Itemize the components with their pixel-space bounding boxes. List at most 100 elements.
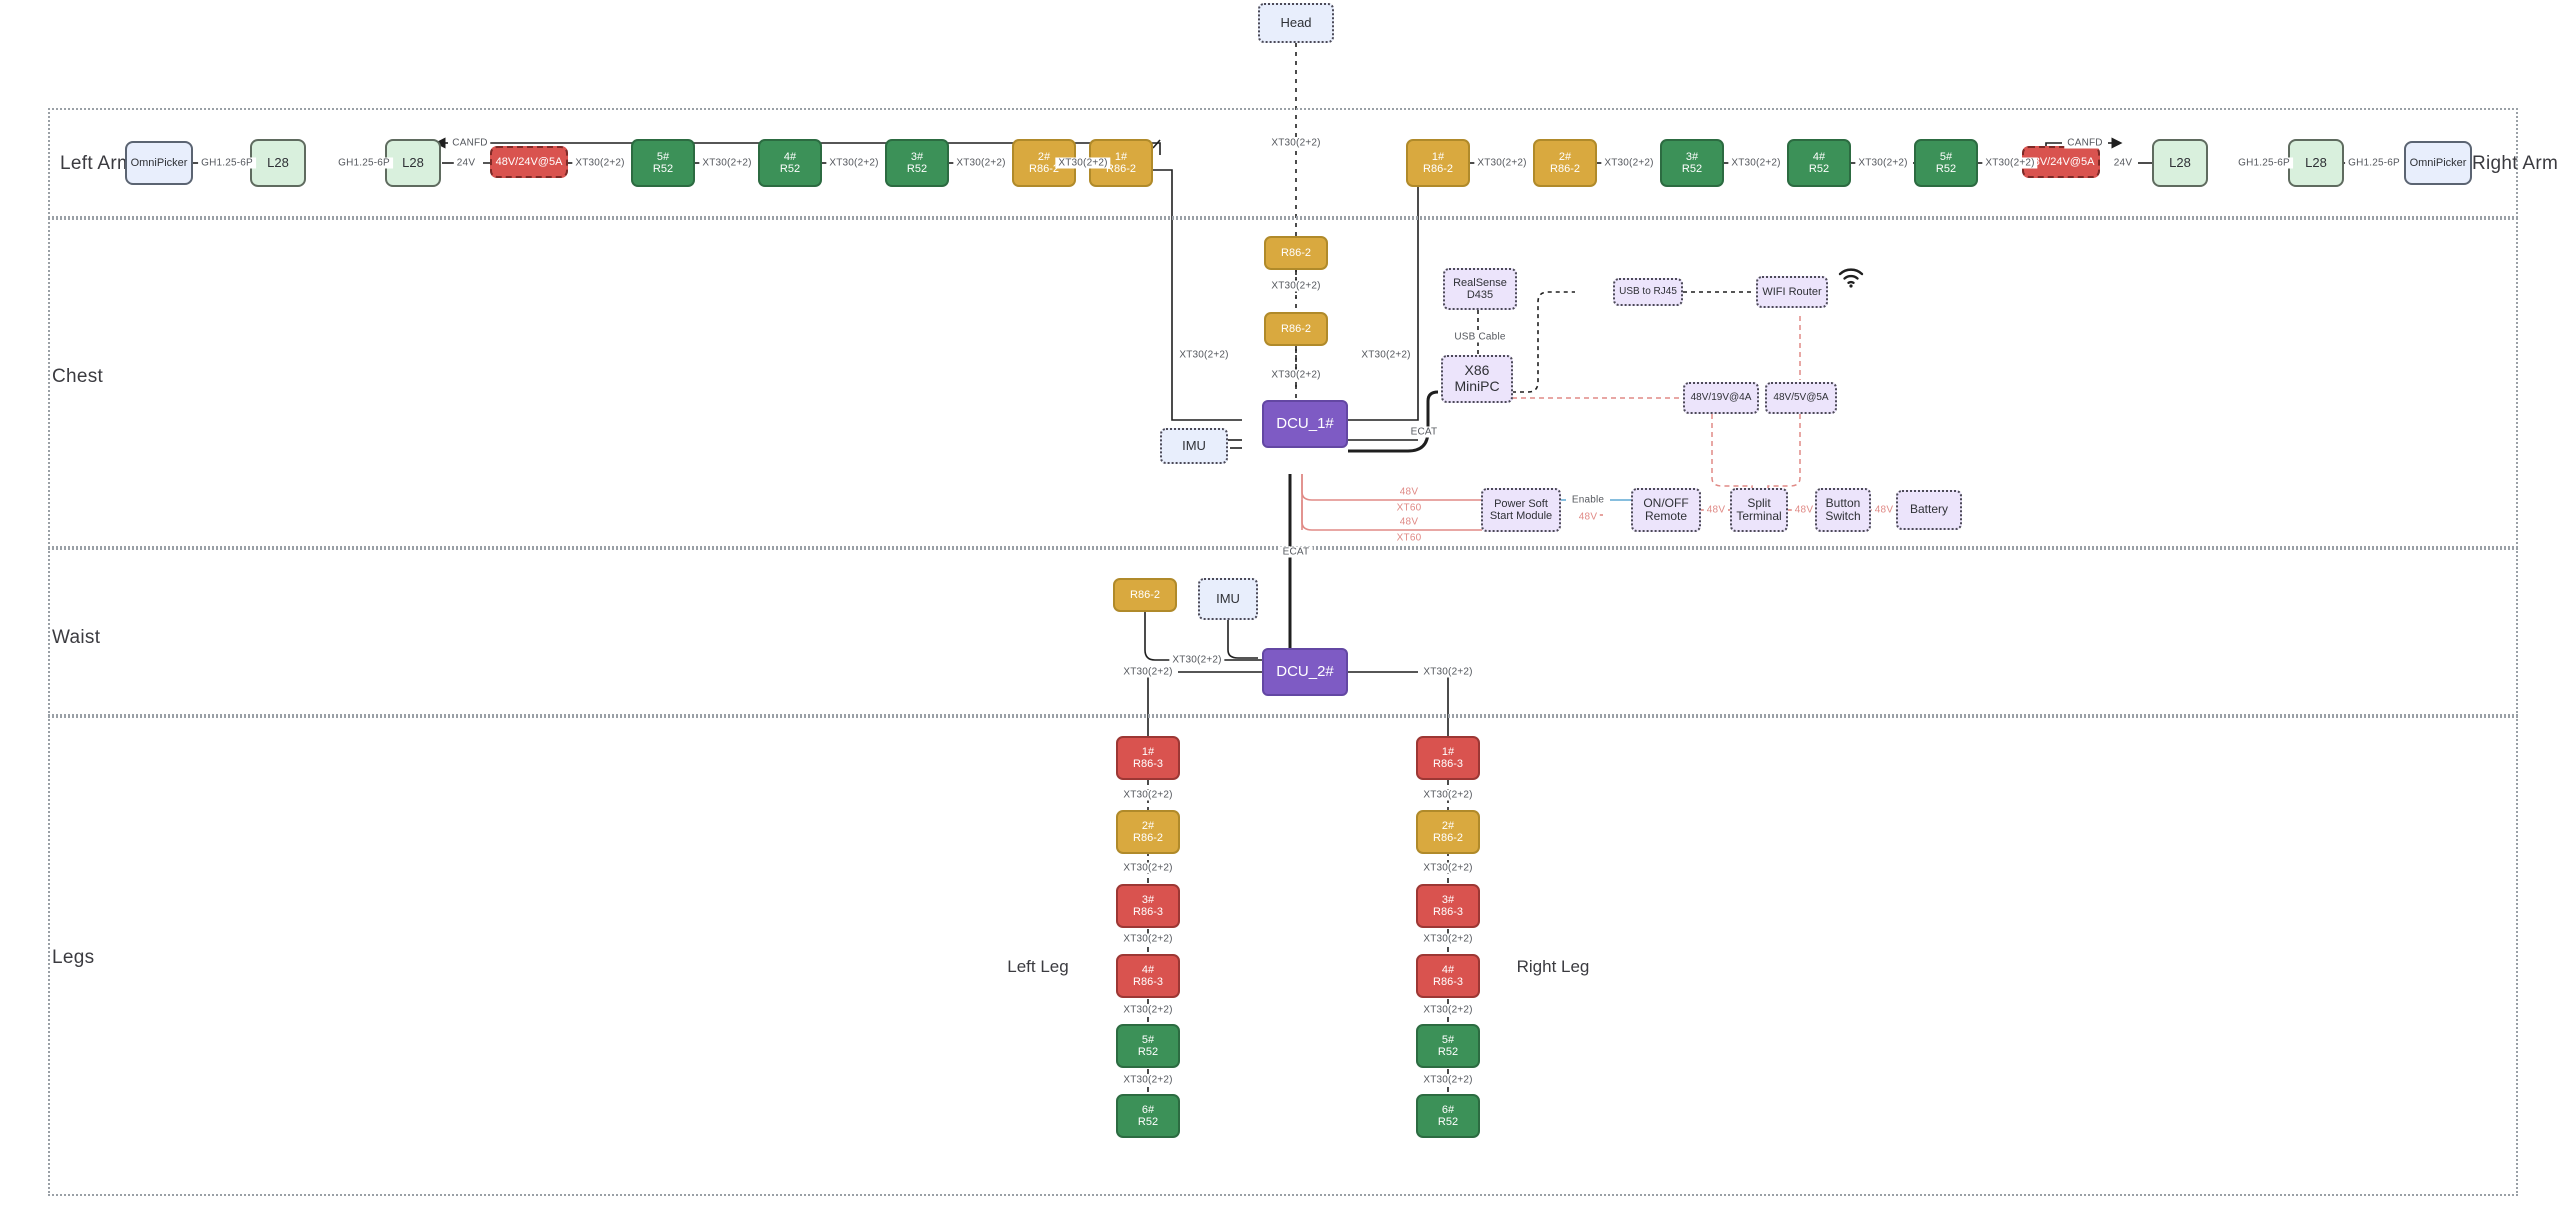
wirelabel-rail-top-connector: XT60 xyxy=(1393,502,1425,514)
wirelabel-ra-3: XT30(2+2) xyxy=(1728,157,1784,169)
node-waist-r86[interactable]: R86-2 xyxy=(1113,578,1177,612)
section-arms xyxy=(48,108,2518,218)
node-left-arm-j4[interactable]: 4# R52 xyxy=(758,139,822,187)
node-label-bottom: R52 xyxy=(779,163,801,175)
wirelabel-rail-top-voltage: 48V xyxy=(1396,486,1422,498)
node-label-bottom: MiniPC xyxy=(1454,378,1500,394)
node-psu-5v[interactable]: 48V/5V@5A xyxy=(1765,382,1837,414)
node-right-arm-j3[interactable]: 3# R52 xyxy=(1660,139,1724,187)
node-left-arm-j3[interactable]: 3# R52 xyxy=(885,139,949,187)
wirelabel-48v-c: 48V xyxy=(1871,504,1897,516)
wirelabel-rail-bot-voltage: 48V xyxy=(1396,516,1422,528)
node-label-bottom: D435 xyxy=(1466,289,1494,301)
node-right-arm-omnipicker[interactable]: OmniPicker xyxy=(2404,141,2472,185)
wirelabel-ll-2: XT30(2+2) xyxy=(1120,862,1176,874)
node-label-top: 1# xyxy=(1431,150,1445,163)
wirelabel-enable: Enable xyxy=(1568,494,1608,506)
node-psu-19v[interactable]: 48V/19V@4A xyxy=(1683,382,1759,414)
node-left-arm-dcdc[interactable]: 48V/24V@5A xyxy=(490,146,568,178)
node-label-top: Split xyxy=(1747,495,1771,510)
node-waist-imu[interactable]: IMU xyxy=(1198,578,1258,620)
node-right-arm-j5[interactable]: 5# R52 xyxy=(1914,139,1978,187)
node-left-leg-j3[interactable]: 3# R86-3 xyxy=(1116,884,1180,928)
node-right-leg-j6[interactable]: 6# R52 xyxy=(1416,1094,1480,1138)
node-label-bottom: R52 xyxy=(1137,1116,1159,1128)
wirelabel-48v-b: 48V xyxy=(1791,504,1817,516)
wirelabel-usb-cable: USB Cable xyxy=(1451,331,1509,343)
node-label-top: 1# xyxy=(1114,150,1128,163)
node-chest-imu[interactable]: IMU xyxy=(1160,428,1228,464)
node-chest-shoulder-b[interactable]: R86-2 xyxy=(1264,312,1328,346)
node-left-leg-j5[interactable]: 5# R52 xyxy=(1116,1024,1180,1068)
node-right-arm-j4[interactable]: 4# R52 xyxy=(1787,139,1851,187)
node-left-leg-j2[interactable]: 2# R86-2 xyxy=(1116,810,1180,854)
node-chest-shoulder-a[interactable]: R86-2 xyxy=(1264,236,1328,270)
node-label-top: 4# xyxy=(1441,963,1455,976)
node-label-top: X86 xyxy=(1464,362,1490,379)
node-right-leg-j5[interactable]: 5# R52 xyxy=(1416,1024,1480,1068)
node-label-bottom: R52 xyxy=(1935,163,1957,175)
node-left-leg-j4[interactable]: 4# R86-3 xyxy=(1116,954,1180,998)
node-left-leg-j6[interactable]: 6# R52 xyxy=(1116,1094,1180,1138)
wirelabel-ra-8: GH1.25-6P xyxy=(2345,157,2403,169)
node-right-arm-j1[interactable]: 1# R86-2 xyxy=(1406,139,1470,187)
node-right-leg-j3[interactable]: 3# R86-3 xyxy=(1416,884,1480,928)
node-label-bottom: R52 xyxy=(1437,1046,1459,1058)
node-dcu-1[interactable]: DCU_1# xyxy=(1262,400,1348,448)
left-leg-label: Left Leg xyxy=(1007,957,1069,976)
wirelabel-la-7: XT30(2+2) xyxy=(953,157,1009,169)
node-power-soft-start-module[interactable]: Power Soft Start Module xyxy=(1481,488,1561,532)
node-usb-to-rj45[interactable]: USB to RJ45 xyxy=(1613,278,1683,306)
wirelabel-ra-6: 24V xyxy=(2110,157,2136,169)
wirelabel-waist-r86: XT30(2+2) xyxy=(1169,654,1225,666)
node-left-arm-l28-b[interactable]: L28 xyxy=(385,139,441,187)
node-label-top: 5# xyxy=(656,150,670,163)
wirelabel-ra-4: XT30(2+2) xyxy=(1855,157,1911,169)
node-label-bottom: R52 xyxy=(1681,163,1703,175)
wirelabel-shoulder-1: XT30(2+2) xyxy=(1268,280,1324,292)
node-label-bottom: Switch xyxy=(1825,509,1861,523)
wirelabel-ra-1: XT30(2+2) xyxy=(1474,157,1530,169)
wirelabel-waist-right-leg: XT30(2+2) xyxy=(1420,666,1476,678)
node-head[interactable]: Head xyxy=(1258,3,1334,43)
node-left-arm-l28-a[interactable]: L28 xyxy=(250,139,306,187)
node-left-arm-omnipicker[interactable]: OmniPicker xyxy=(125,141,193,185)
node-label-bottom: R86-3 xyxy=(1433,976,1463,988)
node-onoff-remote[interactable]: ON/OFF Remote xyxy=(1631,488,1701,532)
node-label-top: RealSense xyxy=(1453,276,1507,289)
wirelabel-ra-7: GH1.25-6P xyxy=(2235,157,2293,169)
node-label-top: Power Soft xyxy=(1494,497,1548,510)
node-left-leg-j1[interactable]: 1# R86-3 xyxy=(1116,736,1180,780)
node-label-bottom: R52 xyxy=(1137,1046,1159,1058)
node-label-bottom: R52 xyxy=(1437,1116,1459,1128)
node-right-arm-l28-a[interactable]: L28 xyxy=(2152,139,2208,187)
right-arm-section-label: Right Arm xyxy=(2472,153,2559,174)
node-battery[interactable]: Battery xyxy=(1896,490,1962,530)
node-dcu-2[interactable]: DCU_2# xyxy=(1262,648,1348,696)
node-left-arm-j5[interactable]: 5# R52 xyxy=(631,139,695,187)
wirelabel-la-6: XT30(2+2) xyxy=(826,157,882,169)
node-x86-minipc[interactable]: X86 MiniPC xyxy=(1441,355,1513,403)
wifi-icon xyxy=(1838,268,1864,293)
node-label: IMU xyxy=(1216,590,1240,606)
node-wifi-router[interactable]: WIFI Router xyxy=(1756,276,1828,308)
node-label: L28 xyxy=(2305,154,2327,170)
wirelabel-la-1: GH1.25-6P xyxy=(198,157,256,169)
node-right-leg-j2[interactable]: 2# R86-2 xyxy=(1416,810,1480,854)
node-right-arm-dcdc[interactable]: 48V/24V@5A xyxy=(2022,146,2100,178)
node-button-switch[interactable]: Button Switch xyxy=(1815,488,1871,532)
wirelabel-waist-left-leg: XT30(2+2) xyxy=(1120,666,1176,678)
node-right-leg-j1[interactable]: 1# R86-3 xyxy=(1416,736,1480,780)
node-label-top: 6# xyxy=(1141,1103,1155,1116)
node-split-terminal[interactable]: Split Terminal xyxy=(1730,488,1788,532)
node-right-arm-j2[interactable]: 2# R86-2 xyxy=(1533,139,1597,187)
wirelabel-rail-bot-connector: XT60 xyxy=(1393,532,1425,544)
node-label-bottom: Terminal xyxy=(1736,509,1782,523)
node-label-top: 2# xyxy=(1037,150,1051,163)
node-label-top: 4# xyxy=(1141,963,1155,976)
node-right-arm-l28-b[interactable]: L28 xyxy=(2288,139,2344,187)
node-realsense-d435[interactable]: RealSense D435 xyxy=(1443,268,1517,310)
node-head-label: Head xyxy=(1280,14,1312,30)
node-label-top: 4# xyxy=(1812,150,1826,163)
node-right-leg-j4[interactable]: 4# R86-3 xyxy=(1416,954,1480,998)
